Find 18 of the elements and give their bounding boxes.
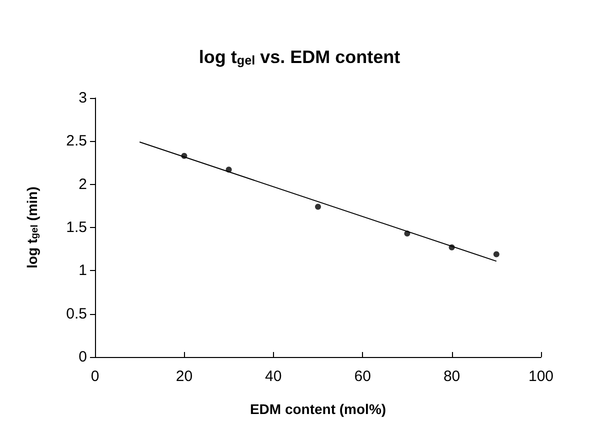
y-tick-label: 0.5 [66,305,87,322]
chart-title: log tgel vs. EDM content [198,47,400,68]
y-tick-label: 1 [78,262,87,280]
x-tick-label: 0 [90,368,100,385]
x-tick-label: 80 [443,368,460,385]
x-axis-title: EDM content (mol%) [250,401,386,417]
y-tick-label: 2 [78,176,87,193]
x-tick-label: 100 [528,368,554,385]
y-axis-title: log tgel (min) [24,186,40,268]
x-tick-label: 20 [176,368,193,385]
x-tick-label: 60 [354,368,371,385]
y-tick-label: 1.5 [66,219,87,236]
y-tick-label: 2.5 [66,132,87,150]
point [493,251,500,258]
point [315,204,321,210]
y-tick-label: 3 [78,90,87,106]
x-tick-label: 40 [265,368,282,385]
y-tick-label: 0 [78,348,87,366]
